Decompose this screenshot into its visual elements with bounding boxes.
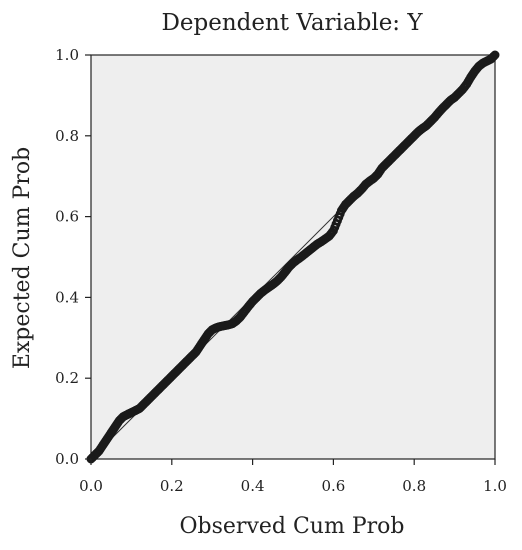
x-axis-label: Observed Cum Prob xyxy=(180,514,405,539)
y-axis-label: Expected Cum Prob xyxy=(10,147,35,369)
x-tick-label: 0.2 xyxy=(160,477,184,495)
y-tick-label: 0.8 xyxy=(55,127,79,145)
x-tick-label: 1.0 xyxy=(483,477,507,495)
x-tick-label: 0.6 xyxy=(321,477,345,495)
y-tick-label: 0.4 xyxy=(55,288,79,306)
data-points xyxy=(86,50,500,464)
x-tick-label: 0.8 xyxy=(402,477,426,495)
y-tick-label: 0.2 xyxy=(55,369,79,387)
x-tick-label: 0.0 xyxy=(79,477,103,495)
chart-title: Dependent Variable: Y xyxy=(161,10,423,36)
y-axis-ticks: 0.0 0.2 0.4 0.6 0.8 1.0 xyxy=(55,46,91,468)
y-tick-label: 0.0 xyxy=(55,450,79,468)
x-tick-label: 0.4 xyxy=(241,477,265,495)
x-axis-ticks: 0.0 0.2 0.4 0.6 0.8 1.0 xyxy=(79,459,507,495)
data-point xyxy=(490,50,500,60)
y-tick-label: 0.6 xyxy=(55,208,79,226)
y-tick-label: 1.0 xyxy=(55,46,79,64)
